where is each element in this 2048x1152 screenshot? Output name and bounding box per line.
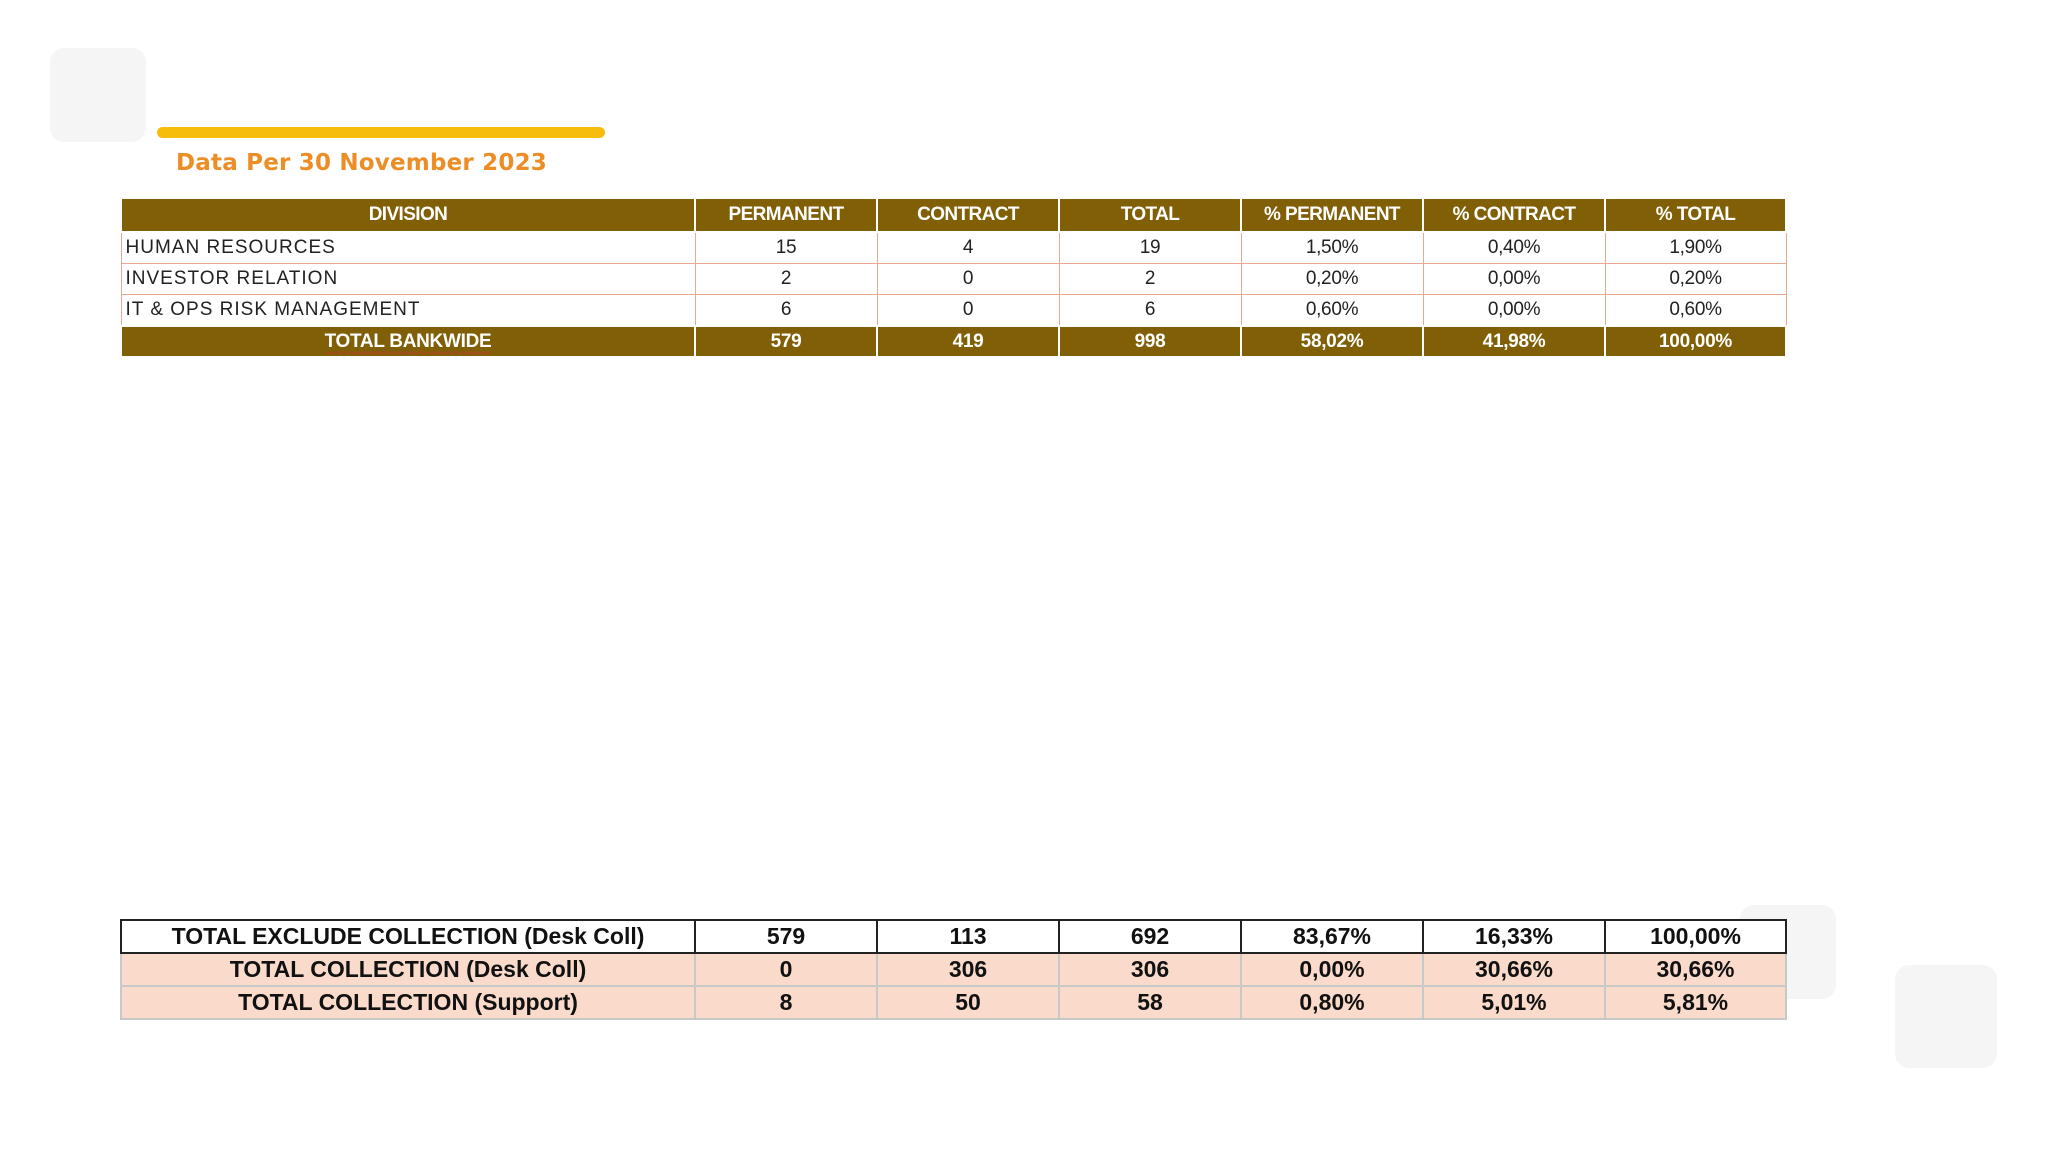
- table-row: HUMAN RESOURCES 15 4 19 1,50% 0,40% 1,90…: [120, 231, 1787, 264]
- total-bankwide-row: TOTAL BANKWIDE 579 419 998 58,02% 41,98%…: [120, 325, 1787, 358]
- accent-bar: [157, 127, 605, 138]
- cell-label: TOTAL COLLECTION (Support): [120, 985, 696, 1020]
- cell-pct-permanent: 83,67%: [1240, 919, 1424, 954]
- cell-pct-total: 5,81%: [1604, 985, 1787, 1020]
- cell-division: IT & OPS RISK MANAGEMENT: [120, 294, 696, 327]
- cell-label: TOTAL EXCLUDE COLLECTION (Desk Coll): [120, 919, 696, 954]
- header-permanent: PERMANENT: [694, 197, 878, 233]
- cell-total: 6: [1058, 294, 1242, 327]
- cell-total: 19: [1058, 231, 1242, 264]
- cell-contract: 0: [876, 263, 1060, 295]
- table-row: IT & OPS RISK MANAGEMENT 6 0 6 0,60% 0,0…: [120, 294, 1787, 327]
- table-row: INVESTOR RELATION 2 0 2 0,20% 0,00% 0,20…: [120, 263, 1787, 295]
- cell-pct-permanent: 58,02%: [1240, 325, 1424, 358]
- cell-permanent: 8: [694, 985, 878, 1020]
- cell-contract: 113: [876, 919, 1060, 954]
- decorative-tile: [50, 48, 146, 142]
- cell-division: HUMAN RESOURCES: [120, 231, 696, 264]
- cell-pct-permanent: 0,60%: [1240, 294, 1424, 327]
- cell-contract: 419: [876, 325, 1060, 358]
- header-pct-total: % TOTAL: [1604, 197, 1787, 233]
- cell-permanent: 15: [694, 231, 878, 264]
- total-label-text: TOTAL BANKWIDE: [324, 330, 492, 352]
- cell-pct-permanent: 0,80%: [1240, 985, 1424, 1020]
- page-subtitle: Data Per 30 November 2023: [176, 150, 547, 176]
- cell-pct-permanent: 0,00%: [1240, 952, 1424, 987]
- cell-pct-contract: 0,40%: [1422, 231, 1606, 264]
- cell-pct-permanent: 0,20%: [1240, 263, 1424, 295]
- cell-pct-contract: 5,01%: [1422, 985, 1606, 1020]
- cell-pct-contract: 41,98%: [1422, 325, 1606, 358]
- cell-permanent: 6: [694, 294, 878, 327]
- cell-pct-contract: 0,00%: [1422, 294, 1606, 327]
- cell-permanent: 0: [694, 952, 878, 987]
- cell-pct-total: 1,90%: [1604, 231, 1787, 264]
- cell-total: 998: [1058, 325, 1242, 358]
- header-contract: CONTRACT: [876, 197, 1060, 233]
- header-division: DIVISION: [120, 197, 696, 233]
- header-pct-permanent: % PERMANENT: [1240, 197, 1424, 233]
- cell-total: 58: [1058, 985, 1242, 1020]
- cell-total: 306: [1058, 952, 1242, 987]
- header-total: TOTAL: [1058, 197, 1242, 233]
- table-row: TOTAL COLLECTION (Desk Coll) 0 306 306 0…: [120, 952, 1787, 987]
- cell-contract: 306: [876, 952, 1060, 987]
- cell-total: 692: [1058, 919, 1242, 954]
- cell-pct-total: 100,00%: [1604, 325, 1787, 358]
- table-header-row: DIVISION PERMANENT CONTRACT TOTAL % PERM…: [120, 197, 1787, 233]
- cell-pct-total: 0,20%: [1604, 263, 1787, 295]
- cell-label: TOTAL COLLECTION (Desk Coll): [120, 952, 696, 987]
- cell-permanent: 579: [694, 325, 878, 358]
- cell-permanent: 2: [694, 263, 878, 295]
- cell-pct-total: 30,66%: [1604, 952, 1787, 987]
- cell-contract: 50: [876, 985, 1060, 1020]
- cell-pct-contract: 30,66%: [1422, 952, 1606, 987]
- cell-contract: 0: [876, 294, 1060, 327]
- table-row: TOTAL EXCLUDE COLLECTION (Desk Coll) 579…: [120, 919, 1787, 954]
- cell-contract: 4: [876, 231, 1060, 264]
- cell-permanent: 579: [694, 919, 878, 954]
- decorative-tile: [1895, 965, 1997, 1068]
- cell-pct-contract: 0,00%: [1422, 263, 1606, 295]
- cell-pct-permanent: 1,50%: [1240, 231, 1424, 264]
- cell-total-label: TOTAL BANKWIDE: [120, 325, 696, 358]
- cell-pct-total: 100,00%: [1604, 919, 1787, 954]
- cell-total: 2: [1058, 263, 1242, 295]
- cell-division: INVESTOR RELATION: [120, 263, 696, 295]
- division-headcount-table: DIVISION PERMANENT CONTRACT TOTAL % PERM…: [120, 197, 1787, 358]
- cell-pct-contract: 16,33%: [1422, 919, 1606, 954]
- table-row: TOTAL COLLECTION (Support) 8 50 58 0,80%…: [120, 985, 1787, 1020]
- header-pct-contract: % CONTRACT: [1422, 197, 1606, 233]
- collection-summary-table: TOTAL EXCLUDE COLLECTION (Desk Coll) 579…: [120, 919, 1787, 1020]
- cell-pct-total: 0,60%: [1604, 294, 1787, 327]
